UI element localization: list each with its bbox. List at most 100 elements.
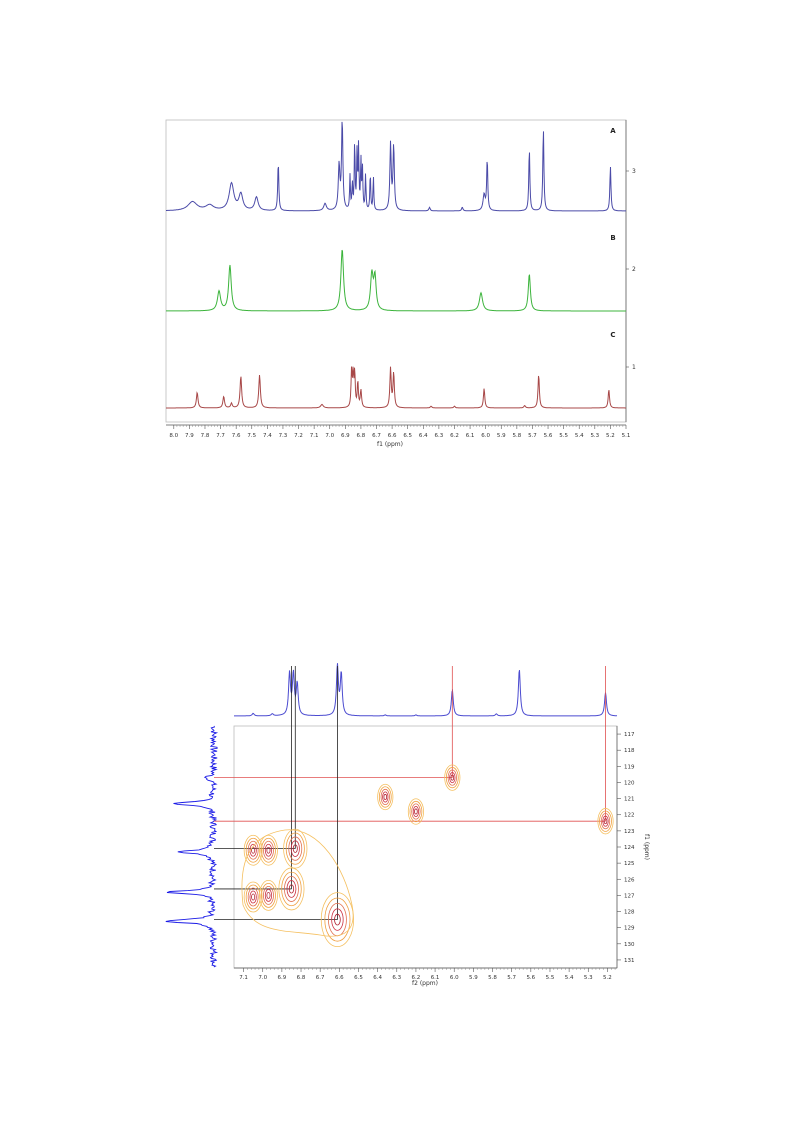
x-tick-label: 6.1: [431, 975, 440, 981]
contour-ring: [247, 887, 259, 907]
contour-ring: [259, 834, 278, 866]
x-tick-label: 6.9: [278, 975, 287, 981]
y-tick-label: 128: [624, 910, 635, 916]
chart1-frame: [165, 119, 627, 423]
contour-ring: [266, 846, 271, 854]
contour-ring: [597, 808, 614, 835]
x-tick-label: 7.4: [263, 433, 272, 439]
contour-ring: [263, 840, 274, 860]
f1-projection-line: [165, 725, 219, 968]
contour-ring: [288, 884, 295, 894]
x-tick-label: 6.1: [466, 433, 475, 439]
y-tick-label: 126: [624, 877, 635, 883]
cross-peak: [259, 834, 278, 866]
x-tick-label: 5.1: [622, 433, 631, 439]
contour-ring: [251, 846, 256, 854]
contour-ring: [286, 880, 297, 898]
cross-peak: [259, 880, 278, 911]
contour-ring: [247, 840, 259, 860]
spectrum-b-line: [166, 249, 626, 312]
x-tick-label: 6.0: [450, 975, 459, 981]
chart1-y-ticks: 3 2 1: [626, 168, 636, 371]
contour-ring: [382, 791, 389, 803]
f1-projection-spectrum: [165, 725, 219, 968]
contour-ring: [243, 834, 263, 866]
contour-ring: [284, 875, 299, 902]
x-tick-label: 5.2: [606, 433, 615, 439]
chart2-x-ticks: 7.1 7.0 6.9 6.8 6.7 6.6 6.5 6.4 6.3 6.2 6.1 6.0 5.9 5…: [239, 968, 616, 981]
x-tick-label: 5.2: [603, 975, 612, 981]
x-tick-label: 5.9: [497, 433, 506, 439]
contour-ring: [283, 828, 308, 869]
x-tick-label: 5.8: [488, 975, 497, 981]
x-tick-label: 7.1: [310, 433, 319, 439]
contour-ring: [278, 867, 305, 911]
contour-envelope: [241, 829, 354, 937]
x-tick-label: 5.3: [590, 433, 599, 439]
y-tick-label: 1: [632, 364, 636, 371]
x-tick-label: 5.4: [565, 975, 574, 981]
x-tick-label: 5.6: [526, 975, 535, 981]
x-tick-label: 6.7: [316, 975, 325, 981]
y-tick-label: 2: [632, 266, 636, 273]
x-tick-label: 6.3: [435, 433, 444, 439]
x-tick-label: 5.7: [528, 433, 537, 439]
contour-ring: [245, 884, 261, 910]
x-tick-label: 6.9: [341, 433, 350, 439]
contour-ring: [259, 880, 278, 911]
x-tick-label: 7.3: [279, 433, 288, 439]
contour-ring: [288, 836, 303, 861]
x-tick-label: 5.8: [512, 433, 521, 439]
chart1-series-group: [166, 121, 626, 409]
cross-peak: [444, 764, 461, 791]
x-tick-label: 7.6: [232, 433, 241, 439]
contour-ring: [251, 893, 256, 901]
chart2-plot-frame: [233, 725, 618, 969]
y-tick-label: 122: [624, 813, 635, 819]
chart2-x-axis-label: f2 (ppm): [412, 980, 438, 987]
chart1-series-labels: A B C: [610, 127, 616, 339]
contour-ring: [261, 837, 276, 863]
x-tick-label: 7.8: [201, 433, 210, 439]
series-label-b: B: [610, 234, 615, 242]
x-tick-label: 7.9: [185, 433, 194, 439]
contour-ring: [285, 832, 305, 865]
contour-ring: [290, 840, 300, 857]
x-tick-label: 8.0: [169, 433, 178, 439]
chart2-y-ticks: 117 118 119 120 121 122 123 124 125 126 127 128 129 1…: [617, 732, 635, 964]
cross-peak: [597, 808, 614, 835]
x-tick-label: 5.5: [559, 433, 568, 439]
contour-ring: [412, 806, 420, 818]
f2-projection-line: [234, 663, 618, 717]
contour-ring: [414, 808, 418, 815]
x-tick-label: 6.5: [354, 975, 363, 981]
x-tick-label: 7.7: [216, 433, 225, 439]
contour-ring: [407, 798, 424, 825]
x-tick-label: 6.4: [373, 975, 382, 981]
contour-ring: [263, 886, 274, 905]
x-tick-label: 7.5: [247, 433, 256, 439]
y-tick-label: 121: [624, 797, 635, 803]
y-tick-label: 130: [624, 942, 635, 948]
x-tick-label: 5.6: [544, 433, 553, 439]
x-tick-label: 7.1: [239, 975, 248, 981]
x-tick-label: 7.0: [325, 433, 334, 439]
x-tick-label: 6.6: [388, 433, 397, 439]
contour-ring: [603, 818, 608, 825]
y-tick-label: 123: [624, 829, 635, 835]
contour-ring: [249, 890, 257, 904]
contour-ring: [450, 774, 455, 781]
contour-ring: [409, 800, 423, 823]
cross-peak: [320, 892, 355, 947]
chart1-x-ticks: 8.0 7.9 7.8 7.7 7.6 7.5 7.4 7.3 7.2 7.1 7.0 6.9 6.8 6…: [169, 425, 630, 439]
x-tick-label: 6.7: [372, 433, 381, 439]
x-tick-label: 6.3: [392, 975, 401, 981]
x-tick-label: 5.7: [507, 975, 516, 981]
contour-ring: [264, 843, 273, 857]
x-tick-label: 5.9: [469, 975, 478, 981]
cross-peak: [407, 798, 424, 825]
x-tick-label: 6.0: [481, 433, 490, 439]
hsqc-2d-chart: 117 118 119 120 121 122 123 124 125 126 127 128 129 1…: [165, 663, 650, 987]
x-tick-label: 6.2: [450, 433, 459, 439]
contour-ring: [292, 844, 298, 853]
